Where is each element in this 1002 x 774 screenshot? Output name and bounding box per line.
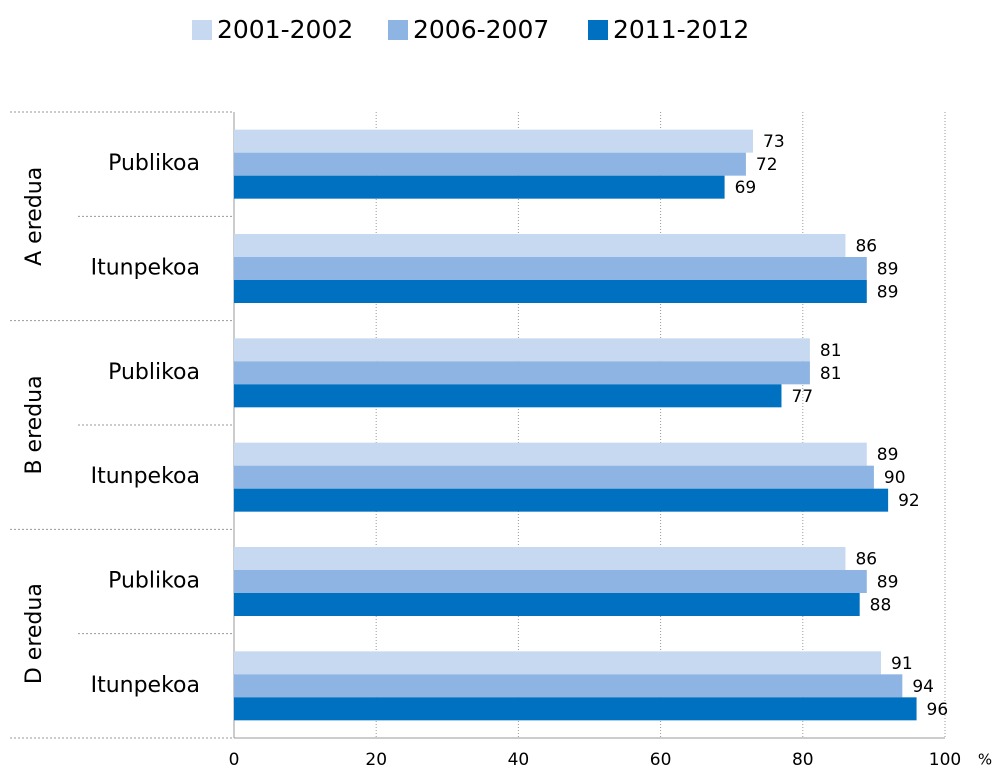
value-label: 89 bbox=[877, 445, 899, 465]
value-label: 73 bbox=[763, 132, 785, 152]
value-label: 96 bbox=[927, 700, 949, 720]
bar bbox=[234, 697, 917, 721]
value-label: 86 bbox=[855, 550, 877, 570]
group-label: D eredua bbox=[22, 583, 47, 684]
bar bbox=[234, 384, 782, 408]
bar bbox=[234, 257, 867, 280]
value-label: 90 bbox=[884, 468, 906, 488]
x-tick-label: 100 bbox=[929, 750, 961, 770]
legend-swatch bbox=[388, 20, 408, 40]
bar bbox=[234, 674, 903, 698]
category-label: Itunpekoa bbox=[91, 464, 200, 489]
x-unit: % bbox=[978, 751, 992, 769]
x-tick-label: 60 bbox=[650, 750, 672, 770]
value-label: 81 bbox=[820, 364, 842, 384]
legend-swatch bbox=[588, 20, 608, 40]
value-label: 88 bbox=[870, 596, 892, 616]
x-tick-label: 40 bbox=[508, 750, 530, 770]
legend-label: 2006-2007 bbox=[413, 15, 549, 44]
value-label: 69 bbox=[735, 178, 757, 198]
bar bbox=[234, 234, 846, 257]
category-label: Publikoa bbox=[108, 151, 200, 176]
value-label: 72 bbox=[756, 155, 778, 175]
category-label: Publikoa bbox=[108, 360, 200, 385]
bar bbox=[234, 280, 867, 303]
bar bbox=[234, 651, 882, 675]
value-label: 77 bbox=[791, 387, 813, 407]
value-label: 81 bbox=[820, 341, 842, 361]
group-label: B eredua bbox=[22, 375, 47, 474]
value-label: 89 bbox=[877, 573, 899, 593]
value-label: 92 bbox=[898, 491, 920, 511]
bar bbox=[234, 488, 889, 512]
category-label: Itunpekoa bbox=[91, 256, 200, 281]
bar bbox=[234, 361, 810, 385]
legend-label: 2001-2002 bbox=[217, 15, 353, 44]
value-label: 89 bbox=[877, 283, 899, 303]
group-label: A eredua bbox=[22, 167, 47, 266]
bar bbox=[234, 442, 867, 466]
value-label: 86 bbox=[855, 237, 877, 257]
bar bbox=[234, 465, 874, 489]
bar bbox=[234, 547, 846, 570]
legend-swatch bbox=[192, 20, 212, 40]
x-tick-label: 20 bbox=[365, 750, 387, 770]
bar bbox=[234, 129, 754, 153]
bar bbox=[234, 175, 725, 199]
legend-label: 2011-2012 bbox=[613, 15, 749, 44]
x-tick-label: 0 bbox=[229, 750, 240, 770]
bar bbox=[234, 338, 810, 362]
value-label: 89 bbox=[877, 260, 899, 280]
value-label: 91 bbox=[891, 654, 913, 674]
x-tick-label: 80 bbox=[792, 750, 814, 770]
bar bbox=[234, 570, 867, 593]
category-label: Itunpekoa bbox=[91, 673, 200, 698]
category-label: Publikoa bbox=[108, 569, 200, 594]
value-label: 94 bbox=[912, 677, 934, 697]
bar bbox=[234, 152, 746, 176]
bar bbox=[234, 593, 860, 616]
